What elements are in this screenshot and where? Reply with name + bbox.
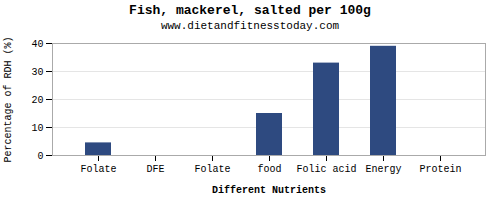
html-text:Fish, mackerel, salted per 100: Fish, mackerel, salted per 100g bbox=[129, 3, 371, 18]
svg-text:DFE: DFE bbox=[146, 164, 164, 175]
svg-text:0: 0 bbox=[37, 151, 43, 162]
svg-text:30: 30 bbox=[31, 67, 43, 78]
svg-text:Protein: Protein bbox=[419, 164, 461, 175]
svg-text:20: 20 bbox=[31, 95, 43, 106]
svg-text:Percentage of RDH (%): Percentage of RDH (%) bbox=[3, 36, 14, 162]
svg-text:Different Nutrients: Different Nutrients bbox=[212, 185, 326, 196]
svg-text:40: 40 bbox=[31, 39, 43, 50]
svg-text:10: 10 bbox=[31, 123, 43, 134]
html-text:www.dietandfitnesstoday.com: www.dietandfitnesstoday.com bbox=[160, 20, 340, 32]
svg-text:Folate: Folate bbox=[80, 164, 116, 175]
svg-text:food: food bbox=[257, 164, 281, 175]
svg-text:Folate: Folate bbox=[194, 164, 230, 175]
svg-text:Folic acid: Folic acid bbox=[296, 164, 356, 175]
svg-text:Energy: Energy bbox=[365, 164, 401, 175]
